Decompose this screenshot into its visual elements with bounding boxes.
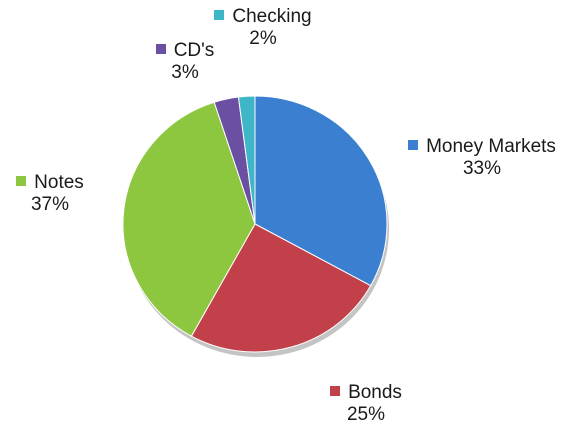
checking-name: Checking (232, 6, 312, 27)
notes-name: Notes (34, 172, 84, 193)
slice-label-notes: Notes 37% (0, 172, 100, 216)
bonds-percent: 25% (346, 404, 386, 425)
money-markets-swatch (408, 140, 419, 150)
slice-label-checking: Checking 2% (188, 6, 338, 50)
pie-slice-bonds (190, 223, 372, 353)
notes-swatch (16, 176, 27, 186)
cds-percent: 3% (171, 62, 199, 83)
slice-label-cds: CD's 3% (120, 40, 250, 84)
money-markets-name: Money Markets (426, 136, 556, 157)
checking-swatch (214, 10, 225, 20)
slice-label-bonds: Bonds 25% (296, 382, 436, 426)
pie-slices (122, 95, 389, 357)
slice-label-money-markets: Money Markets 33% (394, 136, 570, 180)
notes-percent: 37% (30, 194, 70, 215)
cds-name: CD's (173, 40, 215, 61)
pie-slice-checking (237, 95, 256, 225)
money-markets-percent: 33% (462, 158, 502, 179)
pie-slice-money-markets (254, 95, 388, 287)
pie-slice-notes (122, 101, 256, 337)
cds-swatch (155, 44, 166, 54)
checking-percent: 2% (249, 28, 277, 49)
bonds-name: Bonds (348, 382, 402, 403)
bonds-swatch (330, 386, 341, 396)
